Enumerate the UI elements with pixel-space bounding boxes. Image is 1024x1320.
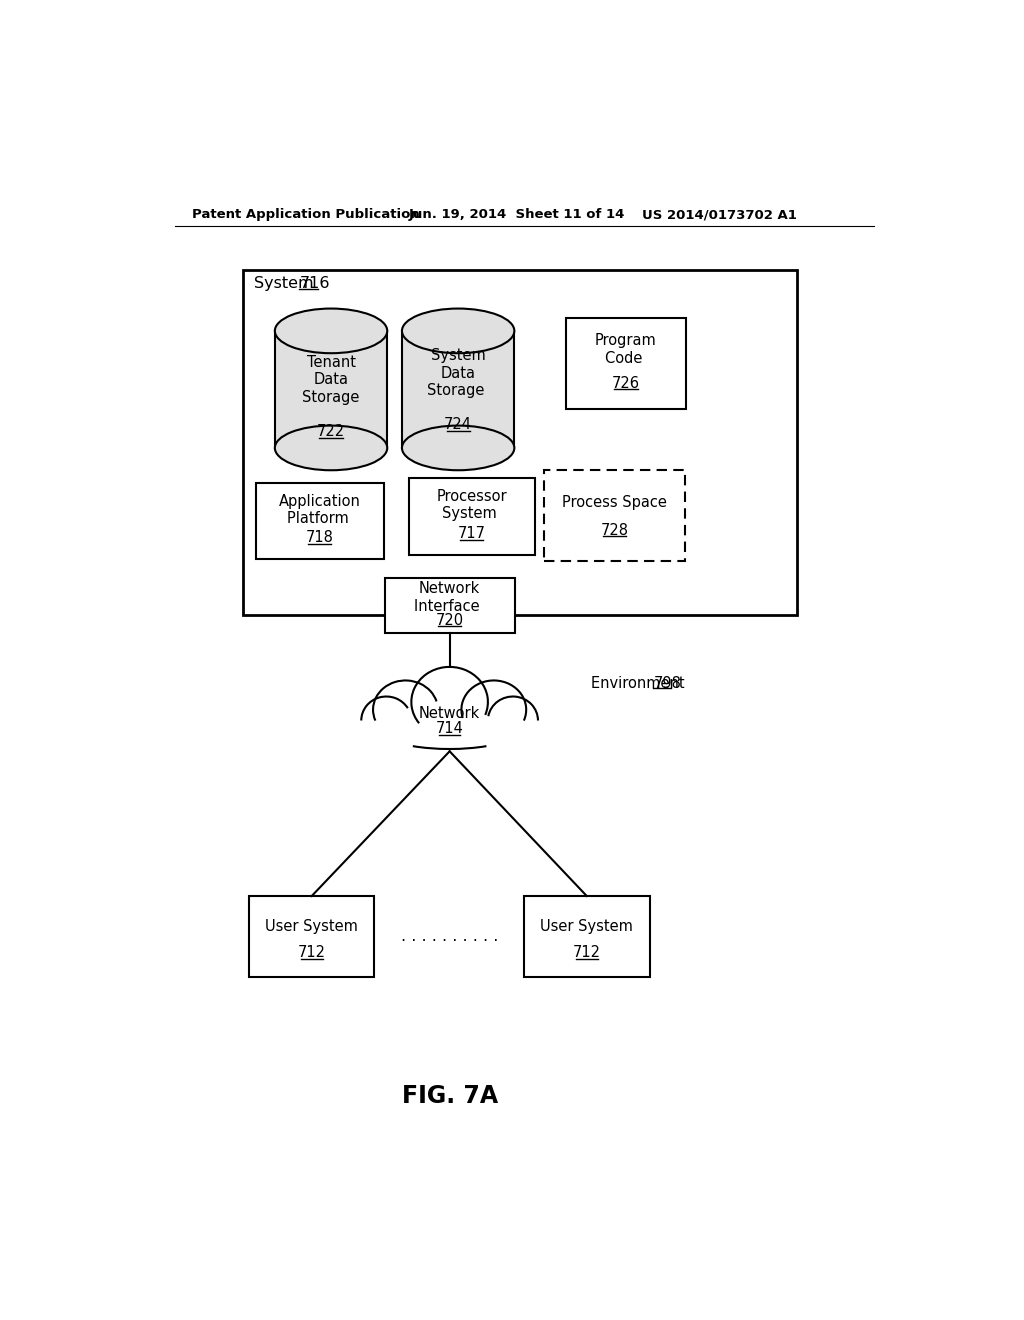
Bar bbox=[524, 896, 649, 977]
Ellipse shape bbox=[412, 667, 487, 737]
Text: Application
Platform: Application Platform bbox=[279, 494, 360, 525]
Ellipse shape bbox=[373, 681, 438, 739]
Text: System
Data
Storage: System Data Storage bbox=[427, 348, 489, 399]
Text: . . . . . . . . . .: . . . . . . . . . . bbox=[400, 929, 498, 944]
Text: Environment: Environment bbox=[592, 676, 690, 690]
Ellipse shape bbox=[487, 697, 538, 744]
Ellipse shape bbox=[387, 692, 512, 746]
Text: 714: 714 bbox=[435, 721, 464, 735]
Bar bbox=[274, 331, 387, 447]
Text: Jun. 19, 2014  Sheet 11 of 14: Jun. 19, 2014 Sheet 11 of 14 bbox=[409, 209, 625, 222]
Text: 712: 712 bbox=[572, 945, 601, 960]
Bar bbox=[385, 578, 515, 634]
Text: Processor
System: Processor System bbox=[436, 488, 507, 521]
Ellipse shape bbox=[274, 425, 387, 470]
Ellipse shape bbox=[462, 681, 526, 739]
Bar bbox=[256, 483, 384, 558]
Text: US 2014/0173702 A1: US 2014/0173702 A1 bbox=[642, 209, 797, 222]
Bar bbox=[249, 896, 375, 977]
Ellipse shape bbox=[402, 425, 514, 470]
Text: 712: 712 bbox=[298, 945, 326, 960]
Text: User System: User System bbox=[541, 919, 633, 935]
Text: 798: 798 bbox=[653, 676, 681, 690]
Text: System: System bbox=[254, 276, 319, 292]
Text: 716: 716 bbox=[299, 276, 330, 292]
Bar bbox=[402, 331, 514, 447]
Text: 726: 726 bbox=[612, 376, 640, 391]
Text: 718: 718 bbox=[306, 531, 334, 545]
Ellipse shape bbox=[402, 309, 514, 354]
Bar bbox=[382, 719, 517, 748]
Ellipse shape bbox=[274, 309, 387, 354]
Text: Tenant
Data
Storage: Tenant Data Storage bbox=[302, 355, 359, 405]
Text: Process Space: Process Space bbox=[562, 495, 668, 510]
Text: Program
Code: Program Code bbox=[595, 334, 656, 366]
Text: Network: Network bbox=[419, 706, 480, 721]
Bar bbox=[409, 478, 535, 554]
Text: 728: 728 bbox=[601, 523, 629, 537]
Text: Network
Interface: Network Interface bbox=[415, 581, 484, 614]
Text: 724: 724 bbox=[444, 417, 472, 433]
Text: User System: User System bbox=[265, 919, 358, 935]
Text: 717: 717 bbox=[458, 525, 485, 541]
Text: Patent Application Publication: Patent Application Publication bbox=[191, 209, 419, 222]
Ellipse shape bbox=[361, 697, 412, 744]
Text: 720: 720 bbox=[435, 612, 464, 628]
Bar bbox=[243, 271, 797, 615]
Text: 722: 722 bbox=[317, 424, 345, 440]
Bar bbox=[566, 318, 686, 409]
Text: FIG. 7A: FIG. 7A bbox=[401, 1084, 498, 1109]
Bar bbox=[544, 470, 685, 561]
